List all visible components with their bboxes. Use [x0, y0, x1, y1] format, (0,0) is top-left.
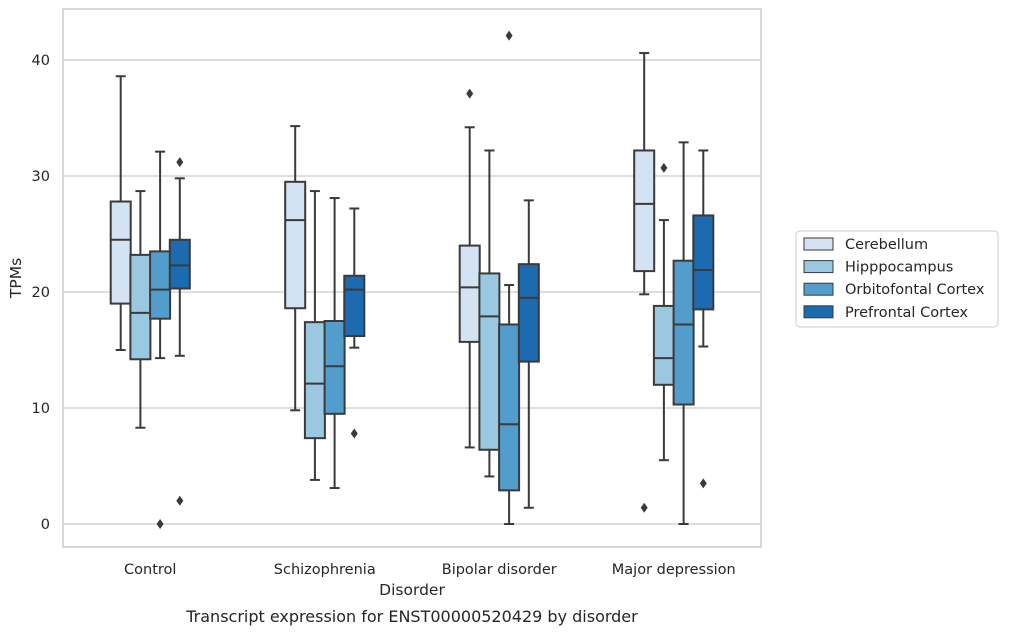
outlier-point	[505, 30, 513, 41]
x-tick-labels: Control Schizophrenia Bipolar disorder Majo…	[124, 562, 736, 578]
legend-label: Hipppocampus	[845, 260, 953, 276]
legend-frame	[795, 230, 999, 328]
box-iqr	[458, 244, 481, 343]
legend-label: Orbitofontal Cortex	[845, 282, 985, 298]
outlier-point	[176, 495, 184, 506]
box-iqr	[478, 272, 501, 451]
y-tick-label: 10	[32, 401, 50, 417]
box-iqr	[303, 321, 326, 440]
legend-swatch	[803, 237, 834, 251]
outlier-point	[156, 519, 164, 529]
box-iqr	[284, 180, 307, 310]
box-iqr	[672, 259, 695, 406]
box-iqr	[109, 200, 132, 305]
y-tick-label: 30	[32, 169, 50, 185]
box-iqr	[323, 320, 346, 415]
outlier-point	[176, 157, 184, 168]
outlier-point	[350, 428, 358, 439]
x-tick-label: Major depression	[612, 562, 736, 578]
box-iqr	[652, 304, 675, 386]
x-axis-label: Disorder	[379, 581, 445, 599]
legend-swatch	[803, 260, 834, 274]
x-tick-label: Bipolar disorder	[442, 562, 557, 578]
box-iqr	[498, 323, 521, 492]
legend-label: Cerebellum	[845, 237, 928, 253]
legend-label: Prefrontal Cortex	[845, 305, 968, 321]
y-tick-label: 20	[32, 285, 50, 301]
legend-swatch	[803, 282, 834, 296]
y-tick-labels: 0 10 20 30 40	[32, 53, 50, 533]
box-iqr	[129, 253, 152, 361]
plot-area-frame	[62, 8, 762, 548]
box-iqr	[517, 263, 540, 363]
legend-swatch	[803, 305, 834, 319]
x-tick-label: Schizophrenia	[274, 562, 376, 578]
box-iqr	[168, 238, 191, 290]
box-group	[109, 75, 191, 529]
figure-caption: Transcript expression for ENST0000052042…	[185, 607, 638, 626]
legend: Cerebellum Hipppocampus Orbitofontal Corte…	[795, 230, 999, 328]
box-iqr	[633, 149, 656, 273]
box-groups	[109, 30, 715, 529]
y-tick-label: 0	[41, 517, 50, 533]
outlier-point	[660, 162, 668, 173]
y-axis-label: TPMs	[7, 258, 25, 299]
outlier-point	[699, 478, 707, 489]
box-iqr	[692, 214, 715, 311]
box-group	[284, 125, 366, 490]
y-tick-label: 40	[32, 53, 50, 69]
outlier-point	[466, 88, 474, 99]
box-iqr	[343, 274, 366, 338]
x-tick-label: Control	[124, 562, 176, 578]
box-iqr	[149, 250, 172, 320]
box-group	[633, 52, 715, 525]
box-group	[458, 30, 540, 525]
outlier-point	[640, 502, 648, 513]
